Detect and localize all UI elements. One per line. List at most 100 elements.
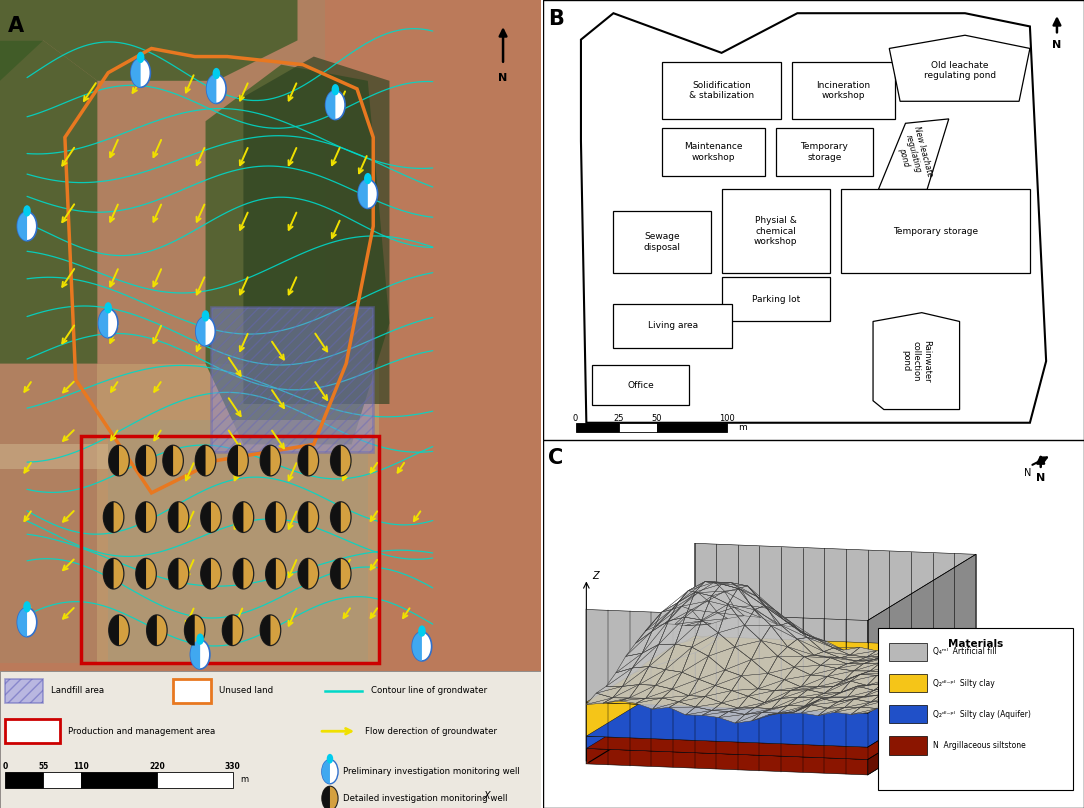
Wedge shape — [146, 615, 157, 646]
Polygon shape — [632, 644, 659, 668]
Wedge shape — [108, 615, 119, 646]
Polygon shape — [880, 656, 906, 665]
Polygon shape — [695, 682, 976, 709]
Polygon shape — [685, 621, 711, 626]
Text: Z: Z — [592, 570, 598, 581]
Polygon shape — [841, 681, 867, 692]
Polygon shape — [801, 705, 828, 716]
Polygon shape — [818, 708, 844, 716]
Polygon shape — [696, 696, 722, 710]
Text: A: A — [8, 16, 24, 36]
Circle shape — [136, 558, 156, 589]
Polygon shape — [686, 707, 712, 715]
Polygon shape — [848, 686, 874, 697]
Polygon shape — [586, 748, 867, 775]
Wedge shape — [228, 445, 238, 476]
Polygon shape — [698, 656, 725, 685]
Wedge shape — [168, 502, 179, 532]
Text: 220: 220 — [149, 762, 165, 771]
Polygon shape — [669, 592, 695, 621]
Wedge shape — [322, 760, 330, 784]
Circle shape — [298, 502, 319, 532]
Text: 330: 330 — [224, 762, 241, 771]
Polygon shape — [745, 708, 772, 714]
Wedge shape — [136, 502, 146, 532]
Polygon shape — [811, 698, 838, 708]
Bar — [0, 444, 108, 469]
Wedge shape — [201, 558, 211, 589]
Polygon shape — [801, 675, 827, 687]
Polygon shape — [761, 625, 788, 656]
Circle shape — [322, 760, 338, 784]
Polygon shape — [706, 685, 732, 703]
Polygon shape — [745, 610, 771, 641]
Polygon shape — [775, 680, 801, 691]
Text: Materials: Materials — [948, 639, 1004, 649]
Polygon shape — [630, 684, 656, 698]
Circle shape — [331, 445, 351, 476]
Polygon shape — [698, 582, 724, 601]
Circle shape — [266, 558, 286, 589]
Circle shape — [266, 502, 286, 532]
Wedge shape — [191, 640, 201, 669]
Polygon shape — [758, 597, 784, 620]
Bar — [43, 772, 81, 788]
Circle shape — [201, 558, 221, 589]
Polygon shape — [586, 702, 867, 747]
Bar — [889, 674, 927, 692]
Polygon shape — [772, 697, 798, 709]
Text: Solidification
& stabilization: Solidification & stabilization — [689, 81, 754, 100]
Polygon shape — [920, 663, 946, 670]
Wedge shape — [184, 615, 195, 646]
Polygon shape — [771, 625, 798, 646]
Polygon shape — [695, 670, 976, 693]
Text: Parking lot: Parking lot — [751, 295, 800, 304]
Circle shape — [418, 625, 426, 637]
Circle shape — [23, 205, 30, 217]
Polygon shape — [804, 655, 830, 665]
Polygon shape — [655, 606, 682, 626]
Bar — [157, 772, 233, 788]
Polygon shape — [695, 636, 976, 681]
Polygon shape — [940, 651, 966, 661]
Polygon shape — [847, 659, 874, 664]
Polygon shape — [712, 703, 738, 712]
Polygon shape — [714, 582, 741, 591]
Polygon shape — [635, 612, 662, 643]
Text: New leachate
regulating
pond: New leachate regulating pond — [892, 125, 934, 183]
Polygon shape — [808, 638, 834, 651]
Polygon shape — [728, 588, 754, 625]
Text: N: N — [1036, 473, 1045, 483]
Circle shape — [191, 640, 210, 669]
Circle shape — [136, 445, 156, 476]
Polygon shape — [682, 592, 708, 610]
Polygon shape — [795, 657, 821, 675]
Polygon shape — [867, 693, 976, 775]
Text: Landfill area: Landfill area — [51, 686, 104, 696]
Polygon shape — [666, 644, 692, 672]
Polygon shape — [774, 609, 800, 632]
Polygon shape — [765, 690, 791, 702]
Polygon shape — [788, 639, 814, 657]
Polygon shape — [800, 632, 827, 642]
Text: 0: 0 — [573, 414, 578, 423]
Polygon shape — [883, 675, 911, 684]
Circle shape — [103, 502, 124, 532]
Wedge shape — [412, 632, 422, 661]
Polygon shape — [808, 686, 834, 693]
Circle shape — [202, 310, 209, 322]
Circle shape — [136, 502, 156, 532]
Bar — [840, 189, 1030, 273]
Polygon shape — [838, 696, 864, 702]
Polygon shape — [662, 591, 688, 612]
Wedge shape — [222, 615, 233, 646]
Circle shape — [207, 74, 227, 103]
Wedge shape — [298, 502, 308, 532]
Polygon shape — [861, 701, 888, 709]
Polygon shape — [653, 602, 679, 631]
Polygon shape — [735, 713, 762, 723]
Text: X: X — [483, 791, 490, 801]
Polygon shape — [889, 36, 1030, 101]
Polygon shape — [896, 656, 924, 665]
Wedge shape — [168, 558, 179, 589]
